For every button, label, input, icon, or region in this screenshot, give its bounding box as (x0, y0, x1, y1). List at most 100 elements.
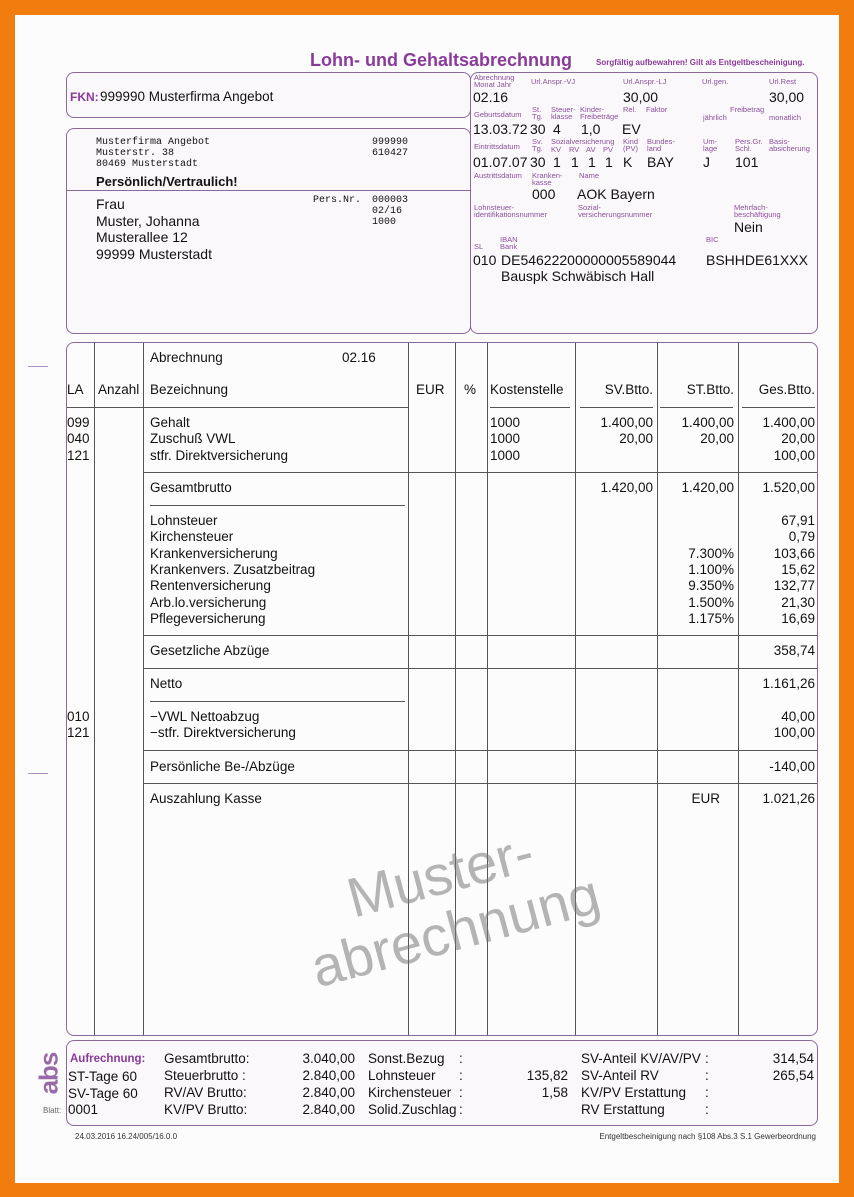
persnr-label: Pers.Nr. (313, 195, 362, 206)
cell-st: EUR (691, 791, 720, 806)
column-divider (408, 343, 409, 1035)
summary-colon: : (705, 1085, 709, 1100)
table-row: Krankenversicherung 7.300% 103,66 (0, 546, 854, 562)
column-divider (455, 343, 456, 1035)
summary-label: Sonst.Bezug (368, 1051, 445, 1066)
table-row: Persönliche Be-/Abzüge -140,00 (0, 759, 854, 775)
legal-note: Entgeltbescheinigung nach §108 Abs.3 S.1… (599, 1132, 816, 1141)
cell-st: 1.400,00 (681, 415, 734, 430)
cell-st: 7.300% (688, 546, 734, 561)
document-title: Lohn- und Gehaltsabrechnung (310, 50, 572, 70)
table-row: 099 Gehalt 1000 1.400,00 1.400,00 1.400,00 (0, 415, 854, 431)
cell-bez: Lohnsteuer (150, 513, 218, 528)
persnr-values: 000003 02/16 1000 (372, 195, 409, 228)
cell-la: 121 (67, 725, 90, 740)
cell-la: 121 (67, 448, 90, 463)
cell-bez: Zuschuß VWL (150, 431, 236, 446)
cell-la: 040 (67, 431, 90, 446)
print-date: 24.03.2016 (75, 1132, 116, 1141)
table-row: Kirchensteuer 0,79 (0, 529, 854, 545)
st-tage: ST-Tage 60 (68, 1069, 138, 1084)
fold-mark (28, 773, 48, 774)
summary-box (66, 1040, 818, 1126)
summary-value: 265,54 (772, 1068, 814, 1083)
bank-name: Bauspk Schwäbisch Hall (501, 268, 655, 284)
blatt-number: 0001 (68, 1102, 99, 1117)
summary-label: SV-Anteil KV/AV/PV (581, 1051, 701, 1066)
column-divider (657, 343, 658, 1035)
table-row: Rentenversicherung 9.350% 132,77 (0, 578, 854, 594)
summary-colon: : (459, 1102, 463, 1117)
cell-ges: 103,66 (773, 546, 815, 561)
row-divider (143, 783, 817, 784)
cell-ges: 100,00 (773, 448, 815, 463)
document-subtitle: Sorgfältig aufbewahren! Gilt als Entgelt… (596, 58, 805, 67)
table-row: Netto 1.161,26 (0, 676, 854, 692)
cell-ges: 67,91 (781, 513, 815, 528)
summary-value: 135,82 (526, 1068, 568, 1083)
address-box (66, 128, 471, 334)
table-row: Pflegeversicherung 1.175% 16,69 (0, 611, 854, 627)
abrechnung-value: 02.16 (473, 89, 509, 105)
cell-ges: 21,30 (781, 595, 815, 610)
cell-st: 1.100% (688, 562, 734, 577)
summary-value: 3.040,00 (302, 1051, 355, 1066)
bic-value: BSHHDE61XXX (706, 252, 808, 268)
abrechnung-label: Abrechnung (150, 350, 223, 365)
divider (67, 190, 470, 191)
cell-bez: Persönliche Be-/Abzüge (150, 759, 295, 774)
cell-ges: 132,77 (773, 578, 815, 593)
version-code: 16.24/005/16.0.0 (117, 1132, 178, 1141)
column-divider (94, 343, 95, 1035)
summary-colon: : (705, 1068, 709, 1083)
cell-bez: Gehalt (150, 415, 190, 430)
cell-st: 1.175% (688, 611, 734, 626)
table-header: LA Anzahl Bezeichnung EUR % Kostenstelle… (67, 382, 815, 397)
table-row: 040 Zuschuß VWL 1000 20,00 20,00 20,00 (0, 431, 854, 447)
summary-colon: : (459, 1085, 463, 1100)
abrechnung-period: 02.16 (342, 350, 376, 365)
abs-logo: abs (33, 1052, 64, 1095)
summary-label: KV/PV Erstattung (581, 1085, 687, 1100)
row-divider (143, 472, 817, 473)
cell-ges: 16,69 (781, 611, 815, 626)
summary-label: SV-Anteil RV (581, 1068, 659, 1083)
cell-bez: Gesetzliche Abzüge (150, 643, 270, 658)
sv-tage: SV-Tage 60 (68, 1086, 138, 1101)
recipient-address: Frau Muster, Johanna Musterallee 12 99999 M… (96, 196, 212, 262)
summary-colon: : (705, 1051, 709, 1066)
summary-colon: : (459, 1051, 463, 1066)
cell-bez: −stfr. Direktversicherung (150, 725, 296, 740)
summary-label: RV/AV Brutto: (164, 1085, 247, 1100)
table-row: Krankenvers. Zusatzbeitrag 1.100% 15,62 (0, 562, 854, 578)
table-row: 121 −stfr. Direktversicherung 100,00 (0, 725, 854, 741)
blatt-label: Blatt: (43, 1106, 62, 1115)
row-divider (143, 668, 817, 669)
cell-bez: Kirchensteuer (150, 529, 234, 544)
cell-bez: stfr. Direktversicherung (150, 448, 289, 463)
cell-ges: 0,79 (788, 529, 815, 544)
cell-ges: 1.161,26 (762, 676, 815, 691)
fkn-label: FKN: (70, 90, 99, 104)
cell-st: 1.500% (688, 595, 734, 610)
summary-label: Lohnsteuer (368, 1068, 436, 1083)
cell-ges: 15,62 (781, 562, 815, 577)
cell-ges: -140,00 (769, 759, 815, 774)
confidential-note: Persönlich/Vertraulich! (96, 174, 238, 189)
summary-colon: : (459, 1068, 463, 1083)
summary-value: 1,58 (541, 1085, 568, 1100)
table-row: 010 −VWL Nettoabzug 40,00 (0, 709, 854, 725)
summary-value: 314,54 (772, 1051, 814, 1066)
iban-value: DE54622200000005589044 (501, 252, 677, 268)
cell-bez: Krankenversicherung (150, 546, 278, 561)
aufrechnung-label: Aufrechnung: (70, 1053, 146, 1065)
summary-label: RV Erstattung (581, 1102, 665, 1117)
fkn-value: 999990 Musterfirma Angebot (100, 89, 274, 104)
cell-la: 099 (67, 415, 90, 430)
row-divider (742, 407, 815, 408)
cell-bez: Netto (150, 676, 183, 691)
cell-la: 010 (67, 709, 90, 724)
row-divider (150, 701, 405, 702)
column-divider (487, 343, 488, 1035)
cell-bez: Rentenversicherung (150, 578, 271, 593)
